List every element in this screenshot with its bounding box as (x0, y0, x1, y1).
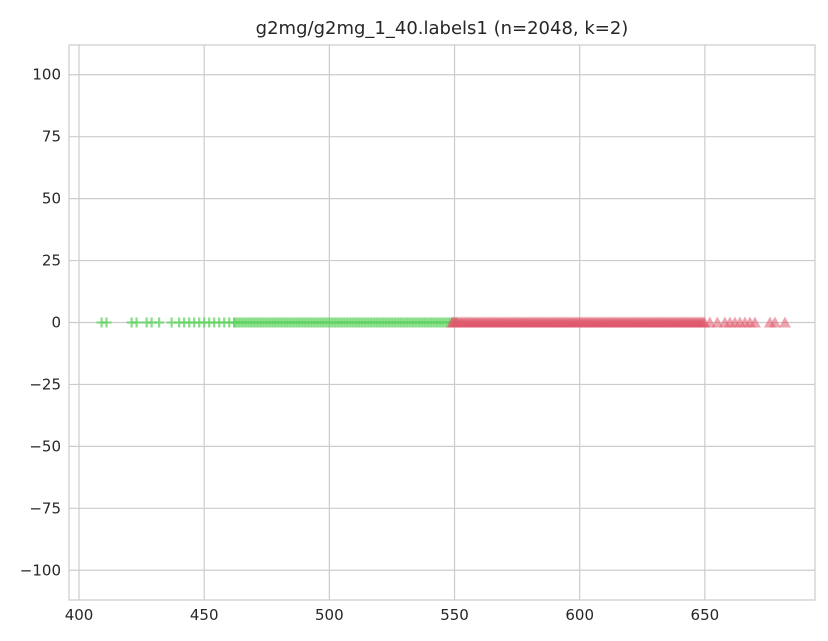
x-tick-label: 500 (315, 606, 344, 624)
y-tick-label: 50 (42, 190, 61, 208)
data-point-cluster-2 (711, 316, 724, 328)
data-point-cluster-2 (778, 316, 791, 328)
data-point-cluster-2 (703, 316, 716, 328)
y-tick-label: −100 (20, 561, 61, 579)
x-tick-label: 450 (190, 606, 219, 624)
x-axis: 400 450 500 550 600 650 (65, 606, 719, 624)
x-tick-label: 400 (65, 606, 94, 624)
data-point-cluster-2 (768, 316, 781, 328)
data-point-cluster-2 (748, 316, 761, 328)
x-tick-label: 550 (440, 606, 469, 624)
x-tick-label: 650 (691, 606, 720, 624)
y-tick-label: −50 (29, 437, 61, 455)
chart-title: g2mg/g2mg_1_40.labels1 (n=2048, k=2) (256, 18, 629, 39)
y-axis: 100 75 50 25 0 −25 −50 −75 −100 (20, 66, 61, 580)
y-tick-label: −75 (29, 499, 61, 517)
data-point-cluster-1 (131, 317, 142, 328)
data-point-cluster-1 (154, 317, 165, 328)
y-tick-label: −25 (29, 375, 61, 393)
y-tick-label: 100 (32, 66, 61, 84)
data-points (96, 316, 791, 328)
y-tick-label: 25 (42, 252, 61, 270)
y-tick-label: 75 (42, 128, 61, 146)
x-tick-label: 600 (565, 606, 594, 624)
y-tick-label: 0 (51, 314, 61, 332)
data-point-cluster-1 (101, 317, 112, 328)
